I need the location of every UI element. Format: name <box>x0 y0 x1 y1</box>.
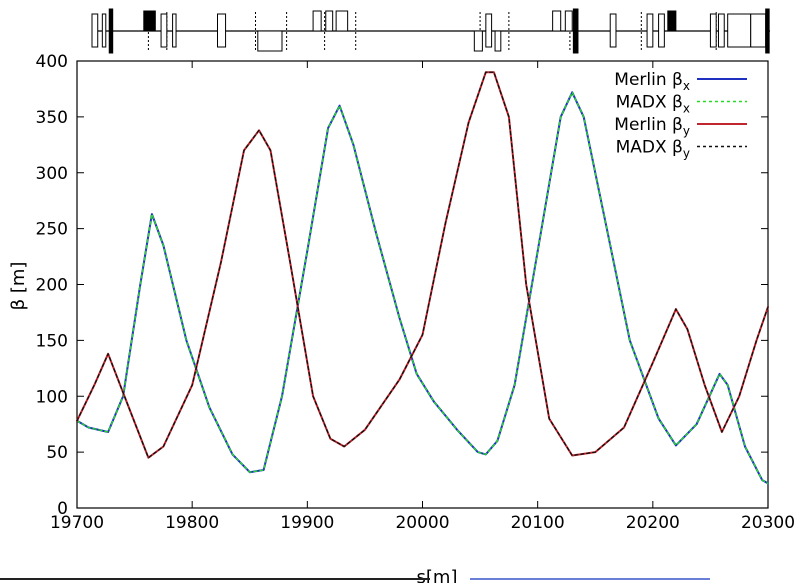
lattice-element <box>335 10 349 32</box>
axis-ticks: 19700 19800 19900 20000 20100 20200 20300 0 50 10… <box>36 52 796 533</box>
lattice-element <box>646 13 654 48</box>
y-tick-label: 250 <box>36 220 68 240</box>
lattice-element <box>108 8 114 54</box>
lattice-element <box>160 13 168 48</box>
lattice-element <box>552 10 562 32</box>
x-tick-label: 20200 <box>626 513 680 533</box>
y-tick-label: 300 <box>36 164 68 184</box>
legend-label: Merlin βx <box>614 70 690 93</box>
y-tick-label: 100 <box>36 387 68 407</box>
series-lines <box>76 71 769 485</box>
x-tick-label: 20000 <box>395 513 449 533</box>
series-line-madx-x <box>76 91 769 485</box>
y-axis-title: β [m] <box>8 262 29 311</box>
legend-label: Merlin βy <box>614 115 690 138</box>
lattice-element <box>564 10 573 32</box>
x-tick-label: 19900 <box>280 513 334 533</box>
lattice-layout <box>91 8 770 54</box>
lattice-element <box>143 10 156 32</box>
x-tick-label: 19700 <box>50 513 104 533</box>
series-line-madx-y <box>76 71 769 459</box>
bottom-rule-accent <box>470 578 710 580</box>
lattice-element <box>257 30 283 52</box>
x-tick-label: 20300 <box>741 513 795 533</box>
y-tick-label: 400 <box>36 52 68 72</box>
lattice-element <box>217 13 227 48</box>
lattice-element <box>91 13 99 48</box>
lattice-element <box>172 13 177 48</box>
x-tick-label: 19800 <box>165 513 219 533</box>
lattice-element <box>765 8 770 54</box>
lattice-element <box>750 13 767 48</box>
lattice-element <box>727 13 752 48</box>
y-tick-label: 50 <box>46 443 68 463</box>
legend-label: MADX βy <box>616 138 690 161</box>
lattice-element <box>717 13 725 48</box>
lattice-element <box>473 30 483 52</box>
lattice-element <box>658 13 665 48</box>
y-tick-label: 200 <box>36 276 68 296</box>
x-axis-title: s[m] <box>417 567 458 583</box>
lattice-element <box>709 13 717 48</box>
lattice-element <box>609 13 617 48</box>
lattice-element <box>325 10 334 32</box>
lattice-element <box>494 30 502 52</box>
y-tick-label: 150 <box>36 331 68 351</box>
lattice-element <box>312 10 322 32</box>
bottom-rule <box>0 578 430 580</box>
lattice-element <box>572 8 579 54</box>
y-tick-label: 350 <box>36 108 68 128</box>
lattice-element <box>101 13 107 48</box>
lattice-element <box>667 10 677 32</box>
lattice-element <box>485 13 493 48</box>
y-tick-label: 0 <box>57 499 68 519</box>
legend-label: MADX βx <box>616 93 690 116</box>
x-tick-label: 20100 <box>511 513 565 533</box>
